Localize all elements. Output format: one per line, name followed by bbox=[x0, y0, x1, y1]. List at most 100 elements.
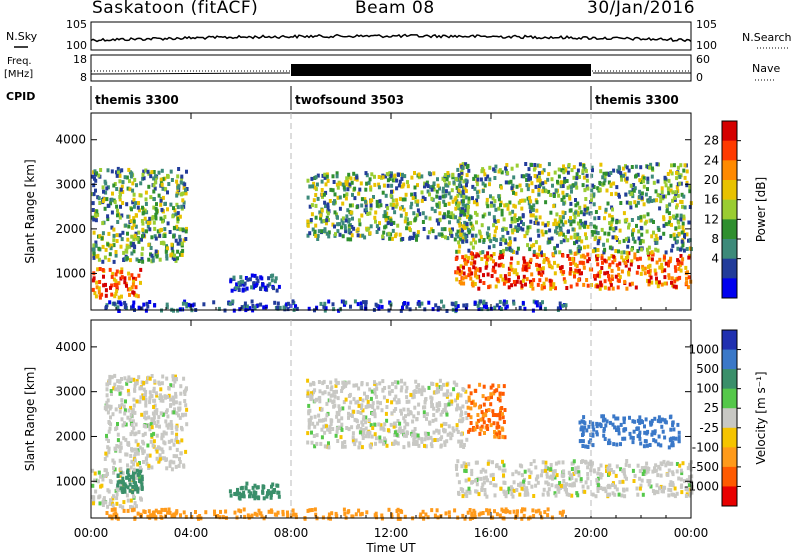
scatter-cell bbox=[525, 486, 529, 491]
scatter-cell bbox=[659, 199, 663, 204]
scatter-cell bbox=[111, 412, 115, 417]
scatter-cell bbox=[242, 494, 246, 499]
scatter-cell bbox=[154, 508, 158, 513]
scatter-cell bbox=[507, 266, 511, 271]
scatter-cell bbox=[122, 508, 126, 513]
scatter-cell bbox=[417, 383, 421, 388]
scatter-cell bbox=[678, 463, 682, 468]
scatter-cell bbox=[586, 244, 590, 249]
scatter-cell bbox=[144, 197, 148, 202]
scatter-cell bbox=[523, 469, 527, 474]
scatter-cell bbox=[380, 408, 384, 413]
scatter-cell bbox=[129, 474, 133, 479]
scatter-cell bbox=[493, 389, 497, 394]
scatter-cell bbox=[368, 418, 371, 422]
scatter-cell bbox=[627, 267, 631, 272]
scatter-cell bbox=[385, 203, 389, 208]
scatter-cell bbox=[625, 179, 629, 184]
scatter-cell bbox=[388, 391, 392, 396]
scatter-cell bbox=[564, 168, 568, 173]
scatter-cell bbox=[213, 509, 216, 514]
scatter-cell bbox=[533, 163, 537, 167]
scatter-cell bbox=[534, 240, 538, 245]
scatter-cell bbox=[608, 420, 612, 425]
power-colorbar-tick-label: 12 bbox=[704, 212, 719, 226]
scatter-cell bbox=[364, 199, 367, 204]
scatter-cell bbox=[557, 167, 561, 172]
scatter-cell bbox=[379, 423, 383, 428]
scatter-cell bbox=[583, 489, 587, 494]
scatter-cell bbox=[332, 404, 336, 409]
scatter-cell bbox=[346, 187, 350, 192]
scatter-cell bbox=[512, 250, 515, 254]
scatter-cell bbox=[585, 428, 589, 433]
scatter-cell bbox=[571, 257, 575, 262]
scatter-cell bbox=[353, 186, 357, 191]
scatter-cell bbox=[123, 489, 127, 494]
scatter-cell bbox=[603, 285, 607, 290]
scatter-cell bbox=[103, 206, 107, 211]
scatter-cell bbox=[173, 407, 177, 412]
scatter-cell bbox=[679, 468, 683, 473]
scatter-cell bbox=[575, 282, 579, 287]
scatter-cell bbox=[485, 201, 489, 206]
scatter-cell bbox=[455, 472, 459, 477]
scatter-cell bbox=[134, 276, 138, 281]
velocity-colorbar-tick-label: -25 bbox=[699, 421, 719, 435]
scatter-cell bbox=[93, 213, 97, 218]
scatter-cell bbox=[676, 276, 680, 281]
scatter-cell bbox=[170, 426, 174, 430]
scatter-cell bbox=[269, 274, 273, 279]
scatter-cell bbox=[504, 509, 508, 514]
scatter-cell bbox=[575, 185, 579, 190]
scatter-cell bbox=[335, 182, 339, 187]
scatter-cell bbox=[386, 428, 390, 433]
scatter-cell bbox=[634, 285, 638, 290]
scatter-cell bbox=[444, 189, 448, 194]
scatter-cell bbox=[669, 188, 673, 193]
scatter-cell bbox=[523, 234, 527, 239]
scatter-cell bbox=[498, 466, 502, 471]
scatter-cell bbox=[112, 465, 115, 470]
scatter-cell bbox=[442, 392, 446, 397]
scatter-cell bbox=[640, 247, 644, 252]
scatter-cell bbox=[499, 200, 503, 205]
scatter-cell bbox=[487, 418, 491, 422]
scatter-cell bbox=[680, 239, 684, 244]
scatter-cell bbox=[685, 276, 688, 281]
scatter-cell bbox=[407, 441, 411, 446]
scatter-cell bbox=[659, 461, 663, 466]
scatter-cell bbox=[499, 250, 503, 254]
scatter-cell bbox=[487, 285, 491, 290]
scatter-cell bbox=[492, 391, 496, 396]
scatter-cell bbox=[105, 400, 109, 405]
scatter-cell bbox=[108, 252, 112, 257]
scatter-cell bbox=[131, 408, 135, 413]
scatter-cell bbox=[155, 202, 158, 207]
scatter-cell bbox=[316, 196, 320, 201]
scatter-cell bbox=[450, 211, 454, 216]
scatter-cell bbox=[398, 179, 402, 184]
scatter-cell bbox=[434, 303, 438, 308]
scatter-cell bbox=[179, 391, 183, 396]
scatter-cell bbox=[581, 183, 585, 188]
scatter-cell bbox=[462, 265, 465, 270]
scatter-cell bbox=[504, 306, 508, 311]
scatter-cell bbox=[110, 375, 114, 380]
scatter-cell bbox=[479, 427, 483, 432]
scatter-cell bbox=[127, 271, 131, 276]
scatter-cell bbox=[668, 216, 672, 220]
scatter-cell bbox=[602, 427, 606, 431]
scatter-cell bbox=[139, 395, 143, 400]
scatter-cell bbox=[648, 263, 652, 268]
scatter-cell bbox=[566, 238, 570, 243]
scatter-cell bbox=[168, 460, 172, 465]
scatter-cell bbox=[487, 211, 491, 216]
scatter-cell bbox=[569, 201, 573, 206]
scatter-cell bbox=[167, 439, 171, 444]
scatter-cell bbox=[399, 308, 403, 313]
scatter-cell bbox=[480, 424, 484, 429]
scatter-cell bbox=[503, 435, 507, 440]
scatter-cell bbox=[243, 287, 247, 292]
scatter-cell bbox=[638, 241, 642, 246]
